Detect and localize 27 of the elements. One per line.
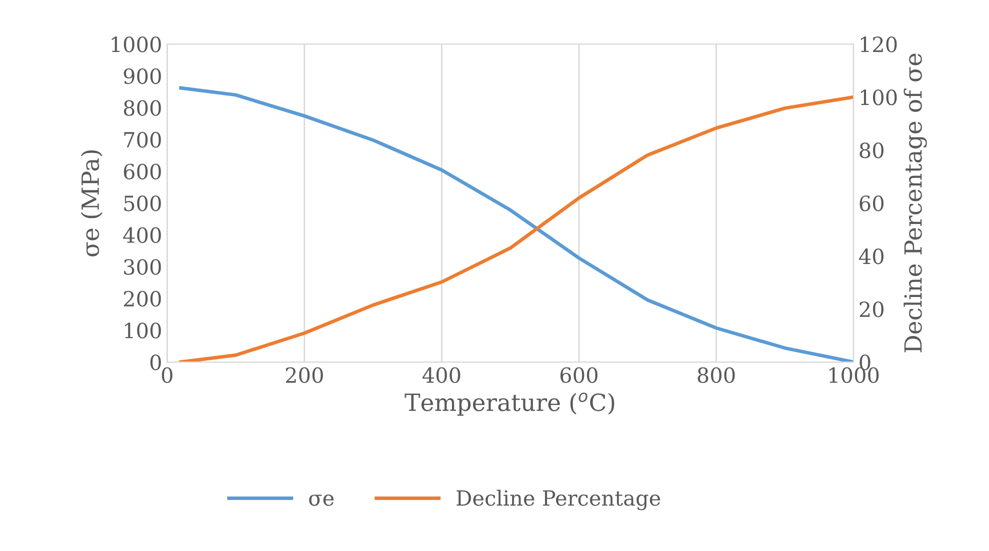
- y-tick-label: 800: [124, 100, 161, 116]
- y2-tick-label: 100: [860, 90, 897, 106]
- y2-tick-label: 60: [860, 195, 884, 212]
- x-tick-label: 800: [698, 367, 735, 383]
- y-tick-label: 200: [124, 290, 161, 307]
- y-tick-label: 900: [124, 68, 161, 84]
- y-tick-label: 500: [124, 195, 161, 212]
- y-axis-title: σe (MPa): [80, 150, 102, 256]
- y-tick-label: 1000: [112, 36, 161, 52]
- x-tick-label: 600: [560, 367, 598, 383]
- y-tick-label: 100: [125, 322, 161, 338]
- legend-label: σe: [309, 494, 334, 506]
- y-tick-label: 700: [124, 132, 161, 148]
- x-tick-label: 400: [422, 367, 460, 383]
- y2-tick-label: 120: [860, 36, 897, 52]
- legend-label: Decline Percentage: [456, 490, 660, 510]
- y2-axis-title: Decline Percentage of σe: [904, 54, 927, 352]
- y-tick-label: 600: [124, 164, 161, 180]
- y2-tick-label: 40: [859, 248, 884, 264]
- x-axis-title: Temperature ($^{o}$C): [404, 392, 614, 416]
- y-tick-label: 0: [150, 354, 161, 370]
- y2-tick-label: 80: [860, 142, 884, 158]
- y2-tick-label: 20: [860, 301, 884, 318]
- x-tick-label: 0: [162, 367, 172, 383]
- x-tick-label: 200: [286, 367, 323, 383]
- y-tick-label: 300: [124, 259, 161, 275]
- y-tick-label: 400: [123, 227, 161, 244]
